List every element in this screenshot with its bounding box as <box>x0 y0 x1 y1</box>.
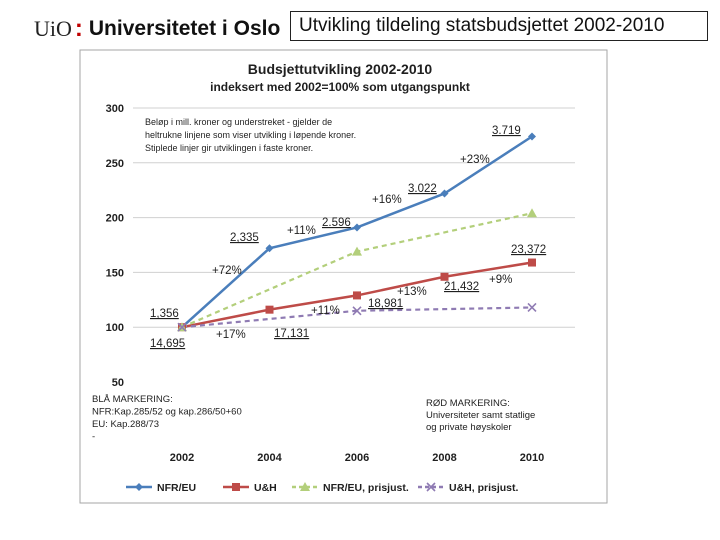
legend-label: NFR/EU <box>157 482 196 494</box>
logo-uio-text: UiO <box>34 16 72 41</box>
blue-marking-line: BLÅ MARKERING: <box>92 394 173 405</box>
value-label: 17,131 <box>274 328 309 340</box>
logo-colon: : <box>74 15 83 42</box>
legend-marker <box>135 483 143 491</box>
marker-x <box>527 302 537 313</box>
value-label: 21,432 <box>444 281 479 293</box>
pct-label: +23% <box>460 154 490 166</box>
marker-diamond <box>440 189 449 198</box>
x-tick-label: 2002 <box>170 452 194 464</box>
value-label: 2,335 <box>230 232 259 244</box>
red-marking-line: og private høyskoler <box>426 422 512 433</box>
blue-marking-line: EU: Kap.288/73 <box>92 419 159 430</box>
marker-diamond <box>353 223 361 232</box>
pct-label: +17% <box>216 329 246 341</box>
legend-marker <box>426 482 436 492</box>
x-tick-label: 2004 <box>257 452 282 464</box>
chart-subtitle: indeksert med 2002=100% som utgangspunkt <box>210 80 470 94</box>
pct-label: +16% <box>372 194 402 206</box>
chart-note-line: Beløp i mill. kroner og understreket - g… <box>145 117 332 127</box>
value-label: 18,981 <box>368 298 403 310</box>
marker-square <box>528 258 536 267</box>
slide-title: Utvikling tildeling statsbudsjettet 2002… <box>290 11 708 41</box>
value-label: 3.022 <box>408 183 437 195</box>
pct-label: +13% <box>397 286 427 298</box>
value-label: 1,356 <box>150 308 179 320</box>
blue-marking-line: - <box>92 432 95 443</box>
marker-triangle <box>352 246 362 256</box>
value-label: 3.719 <box>492 125 521 137</box>
pct-label: +72% <box>212 265 242 277</box>
y-tick-label: 200 <box>106 213 124 225</box>
chart-panel <box>79 49 608 504</box>
marker-square <box>353 291 361 300</box>
y-tick-label: 100 <box>106 322 124 334</box>
marker-x <box>177 322 187 332</box>
red-marking-line: Universiteter samt statlige <box>426 410 535 421</box>
value-label: 23,372 <box>511 244 546 256</box>
value-label: 2.596 <box>322 217 351 229</box>
y-tick-label: 300 <box>106 103 124 115</box>
legend-label: NFR/EU, prisjust. <box>323 482 409 494</box>
x-tick-label: 2006 <box>345 452 369 464</box>
marker-square <box>440 272 449 281</box>
value-label: 14,695 <box>150 338 185 350</box>
marker-triangle <box>527 208 537 218</box>
x-tick-label: 2008 <box>432 452 456 464</box>
y-tick-label: 250 <box>106 158 124 170</box>
legend-marker <box>232 483 240 491</box>
legend-marker <box>300 482 310 491</box>
chart-note-line: heltrukne linjene som viser utvikling i … <box>145 130 356 140</box>
pct-label: +11% <box>287 225 316 237</box>
chart-note-line: Stiplede linjer gir utviklingen i faste … <box>145 143 313 153</box>
chart-title: Budsjettutvikling 2002-2010 <box>248 61 433 77</box>
red-marking-line: RØD MARKERING: <box>426 398 510 409</box>
uio-logo: UiO : Universitetet i Oslo <box>34 14 280 44</box>
marker-x <box>352 306 362 316</box>
legend-label: U&H <box>254 482 277 494</box>
pct-label: +11% <box>311 305 340 317</box>
y-tick-label: 150 <box>106 267 124 279</box>
legend-label: U&H, prisjust. <box>449 482 519 494</box>
logo-university-name: Universitetet i Oslo <box>88 17 281 40</box>
marker-diamond <box>528 132 536 141</box>
x-tick-label: 2010 <box>520 452 544 464</box>
y-tick-label: 50 <box>112 377 124 389</box>
marker-diamond <box>265 244 274 253</box>
pct-label: +9% <box>489 274 512 286</box>
marker-square <box>265 305 274 314</box>
blue-marking-line: NFR:Kap.285/52 og kap.286/50+60 <box>92 407 242 418</box>
